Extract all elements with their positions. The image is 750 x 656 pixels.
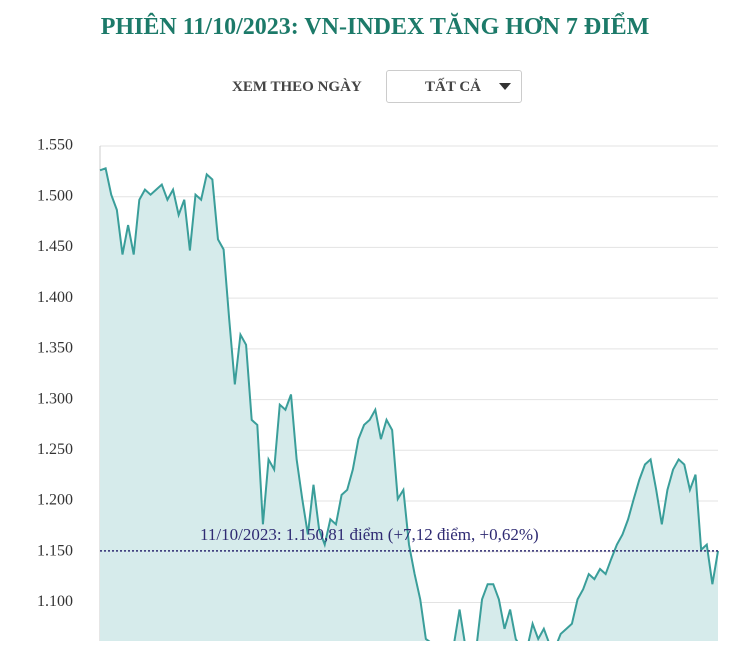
reference-label: 11/10/2023: 1.150,81 điểm (+7,12 điểm, +… xyxy=(200,525,539,544)
y-tick-label: 1.400 xyxy=(37,289,73,306)
area xyxy=(100,168,718,641)
y-tick-label: 1.500 xyxy=(37,187,73,204)
y-tick-label: 1.150 xyxy=(37,542,73,559)
y-tick-label: 1.250 xyxy=(37,441,73,458)
dropdown-value: TẤT CẢ xyxy=(425,79,481,95)
dropdown-arrow xyxy=(499,83,511,90)
y-tick-label: 1.100 xyxy=(37,593,73,610)
title: PHIÊN 11/10/2023: VN-INDEX TĂNG HƠN 7 ĐI… xyxy=(100,14,650,40)
y-tick-label: 1.550 xyxy=(37,137,73,154)
dropdown[interactable]: TẤT CẢ xyxy=(386,70,522,103)
y-tick-label: 1.300 xyxy=(37,390,73,407)
y-tick-label: 1.350 xyxy=(37,340,73,357)
line xyxy=(99,166,719,641)
filter-label: XEM THEO NGÀY xyxy=(232,79,362,95)
series xyxy=(99,166,719,641)
y-tick-label: 1.200 xyxy=(37,492,73,509)
y-tick-label: 1.450 xyxy=(37,238,73,255)
